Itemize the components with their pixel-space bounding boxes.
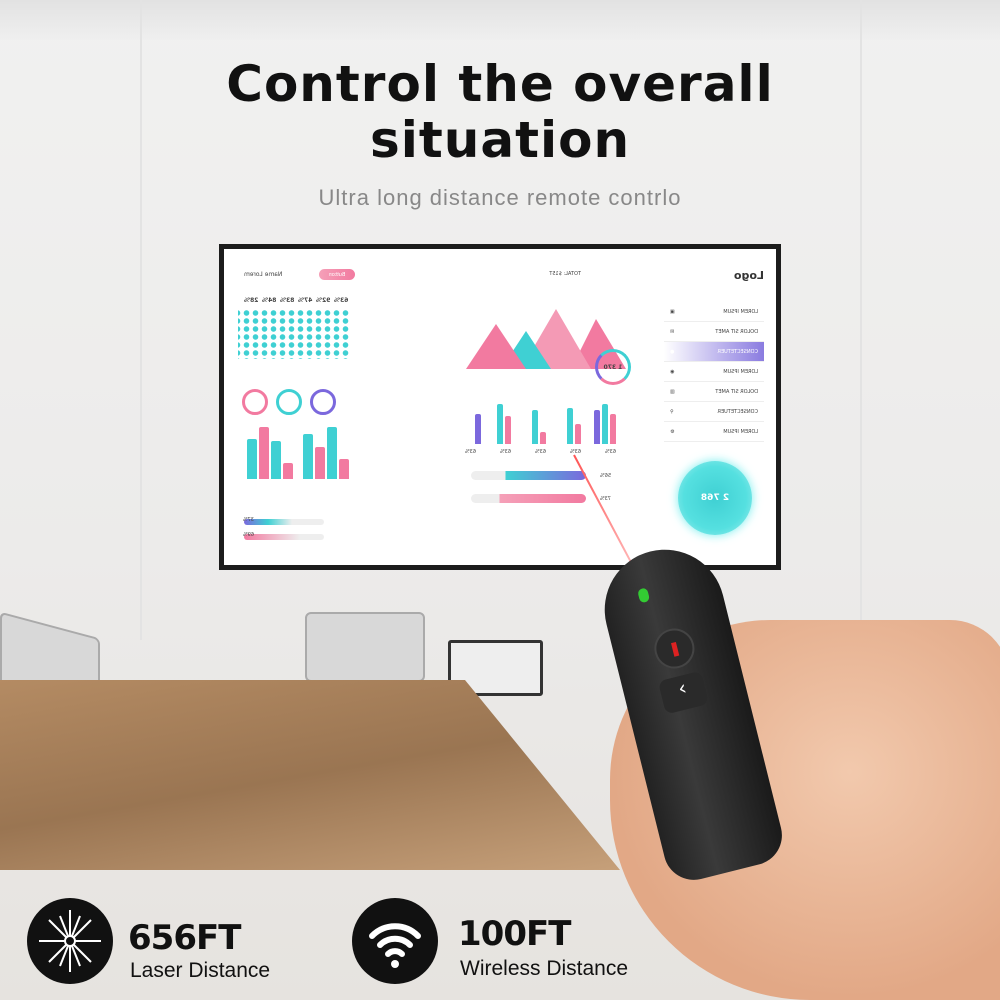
sidebar-item-label: CONSECTETUER (717, 348, 758, 355)
user-name: Name Lorem (244, 271, 283, 278)
sidebar-item-label: LOREM IPSUM (723, 308, 758, 315)
sidebar-item-label: LOREM IPSUM (723, 428, 758, 435)
bar (594, 410, 600, 444)
bar-label: 63% (499, 449, 511, 455)
bar (602, 404, 608, 444)
subtitle: Ultra long distance remote contrlo (318, 185, 682, 210)
slider (244, 534, 324, 540)
headline-line2: situation (369, 111, 631, 169)
progress-value: 56% (599, 473, 611, 479)
progress-value: 73% (599, 496, 611, 502)
progress-bar (471, 471, 586, 480)
dial (310, 389, 336, 415)
slider (244, 519, 324, 525)
percentage-label: 63% (334, 297, 349, 304)
dashboard-screen: Logo LOREM IPSUM ▣ DOLOR SIT AMET ✉ CONSEC… (224, 249, 776, 565)
bar (540, 432, 546, 444)
peak-chart (466, 309, 626, 369)
sidebar-item: DOLOR SIT AMET ▥ (664, 382, 764, 402)
mail-icon: ✉ (670, 328, 675, 335)
bar (271, 441, 281, 479)
percentage-label: 83% (280, 297, 295, 304)
bar (497, 404, 503, 444)
peak (466, 324, 526, 369)
peak (571, 319, 626, 369)
bar (475, 414, 481, 444)
bar (259, 427, 269, 479)
wall-panel (860, 0, 862, 640)
conference-table (0, 680, 620, 870)
percentage-label: 84% (262, 297, 277, 304)
laser-distance-value: 656FT (128, 918, 241, 958)
sidebar-item: LOREM IPSUM ▣ (664, 302, 764, 322)
search-icon: ⚲ (670, 408, 674, 415)
sidebar-item: LOREM IPSUM ◉ (664, 362, 764, 382)
tall-bar-chart (244, 424, 349, 479)
sidebar-item-label: DOLOR SIT AMET (715, 328, 758, 335)
sidebar-item-label: LOREM IPSUM (723, 368, 758, 375)
gear-counter: 2 768 (678, 461, 752, 535)
percentage-label: 47% (298, 297, 313, 304)
wifi-icon (369, 923, 421, 968)
bar (327, 427, 337, 479)
wireless-badge (352, 898, 438, 984)
wireless-distance-label: Wireless Distance (460, 957, 629, 980)
bar-label: 63% (534, 449, 546, 455)
dashboard-logo: Logo (734, 269, 764, 282)
percentage-label: 92% (316, 297, 331, 304)
sidebar-item-active: CONSECTETUER ● (664, 342, 764, 362)
bar (505, 416, 511, 444)
bar-label: 63% (604, 449, 616, 455)
ceiling (0, 0, 1000, 40)
chart-icon: ▥ (670, 388, 675, 395)
bitcoin-icon: ◉ (670, 368, 675, 375)
dot-matrix-chart (238, 309, 350, 359)
chair (305, 612, 425, 682)
bar-label: 63% (464, 449, 476, 455)
dial (242, 389, 268, 415)
sidebar-item: DOLOR SIT AMET ✉ (664, 322, 764, 342)
trash-icon: ▣ (670, 308, 675, 315)
gear-icon: ⚙ (670, 428, 675, 435)
dashboard-button: Button (319, 269, 355, 280)
tv-display: Logo LOREM IPSUM ▣ DOLOR SIT AMET ✉ CONSEC… (219, 244, 781, 570)
sidebar-item-label: CONSECTETUER (717, 408, 758, 415)
bar-label: 63% (569, 449, 581, 455)
bar (303, 434, 313, 479)
slider-value: 37% (242, 517, 254, 523)
laser-badge (27, 898, 113, 984)
sidebar-item-label: DOLOR SIT AMET (715, 388, 758, 395)
laser-button (650, 624, 699, 673)
grouped-bar-chart (461, 389, 621, 444)
percentage-label: 28% (244, 297, 259, 304)
sidebar-item: CONSECTETUER ⚲ (664, 402, 764, 422)
dashboard-sidebar: Logo LOREM IPSUM ▣ DOLOR SIT AMET ✉ CONSEC… (664, 269, 764, 442)
prev-button: ‹ (657, 670, 709, 715)
bar (610, 414, 616, 444)
bar (567, 408, 573, 444)
laser-dot-icon (670, 642, 679, 657)
laser-icon (39, 910, 101, 972)
bell-icon: ● (670, 348, 675, 355)
bar (575, 424, 581, 444)
bar (283, 463, 293, 479)
total-label: TOTAL: $15T (549, 271, 581, 277)
status-led (637, 587, 651, 604)
headline-line1: Control the overall (226, 55, 774, 113)
wireless-distance-value: 100FT (458, 914, 571, 954)
bar (315, 447, 325, 479)
bar (339, 459, 349, 479)
sidebar-item: LOREM IPSUM ⚙ (664, 422, 764, 442)
dial (276, 389, 302, 415)
laser-distance-label: Laser Distance (130, 959, 271, 982)
slider-value: 69% (242, 532, 254, 538)
progress-bar (471, 494, 586, 503)
wall-panel (140, 0, 142, 640)
ring-counter: 1 370 (595, 349, 631, 385)
bar (532, 410, 538, 444)
bar (247, 439, 257, 479)
